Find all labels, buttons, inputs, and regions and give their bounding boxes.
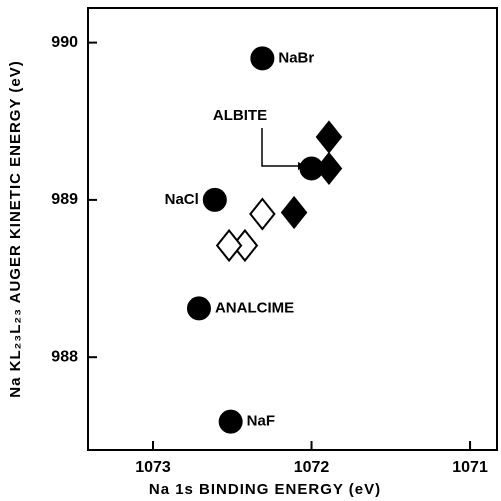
- annotation-arrow: [261, 128, 298, 167]
- point-label: NaF: [247, 413, 275, 430]
- y-tick-label: 988: [51, 348, 78, 365]
- point-label: ANALCIME: [215, 299, 294, 316]
- point: [249, 197, 276, 231]
- y-tick-label: 990: [51, 34, 78, 51]
- point: [218, 409, 243, 434]
- y-axis-label: Na KL₂₃L₂₃ AUGER KINETIC ENERGY (eV): [7, 60, 24, 397]
- x-axis-label: Na 1s BINDING ENERGY (eV): [149, 481, 381, 498]
- point: [250, 46, 275, 71]
- point: [186, 296, 211, 321]
- plot-frame: [87, 7, 498, 451]
- y-tick-label: 989: [51, 191, 78, 208]
- point: [315, 120, 343, 154]
- x-tick-label: 1072: [294, 459, 330, 476]
- point: [202, 187, 227, 212]
- x-tick-label: 1071: [452, 459, 488, 476]
- point: [280, 195, 308, 230]
- x-tick-label: 1073: [135, 459, 171, 476]
- annotation: ALBITE: [213, 107, 267, 124]
- point: [215, 228, 243, 263]
- point-label: NaBr: [278, 49, 314, 66]
- point-label: NaCl: [165, 191, 199, 208]
- point: [315, 151, 343, 186]
